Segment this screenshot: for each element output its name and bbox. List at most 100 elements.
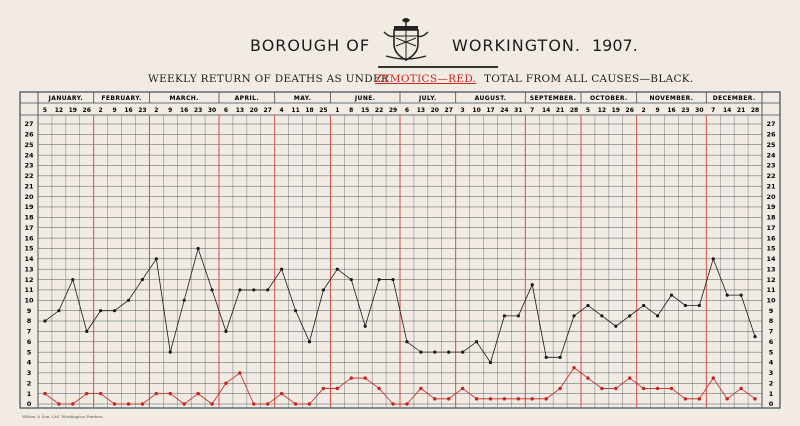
month-label: NOVEMBER. bbox=[650, 95, 694, 102]
month-label: MAY. bbox=[294, 95, 311, 102]
zymotic-data-point bbox=[586, 376, 590, 380]
total-data-point bbox=[642, 303, 646, 308]
week-day-label: 2 bbox=[154, 107, 158, 114]
total-data-point bbox=[238, 288, 242, 292]
title-left: BOROUGH OF bbox=[250, 36, 371, 55]
y-tick-label-left: 23 bbox=[24, 162, 33, 170]
total-data-point bbox=[391, 277, 395, 282]
zymotic-data-point bbox=[502, 397, 507, 401]
week-day-label: 23 bbox=[681, 107, 689, 114]
zymotic-data-point bbox=[474, 397, 479, 401]
week-day-label: 8 bbox=[349, 107, 353, 114]
month-label: MARCH. bbox=[170, 95, 199, 102]
zymotic-data-point bbox=[168, 391, 172, 396]
y-tick-label-right: 19 bbox=[766, 203, 776, 211]
y-tick-label-right: 26 bbox=[766, 131, 776, 139]
week-day-label: 9 bbox=[655, 107, 659, 114]
week-day-label: 20 bbox=[431, 107, 439, 114]
zymotic-data-point bbox=[126, 402, 131, 406]
y-tick-label-left: 11 bbox=[24, 286, 34, 294]
zymotic-data-point bbox=[85, 391, 89, 396]
y-tick-label-left: 5 bbox=[27, 348, 32, 356]
total-data-point bbox=[655, 314, 660, 318]
zymotic-data-point bbox=[349, 376, 353, 380]
y-tick-label-left: 24 bbox=[24, 151, 34, 159]
zymotic-data-point bbox=[544, 397, 548, 401]
zymotic-data-point bbox=[405, 402, 409, 406]
zymotic-data-point bbox=[460, 386, 465, 391]
week-day-label: 9 bbox=[168, 107, 172, 114]
zymotic-data-point bbox=[71, 402, 75, 406]
week-day-label: 22 bbox=[375, 107, 383, 114]
total-data-point bbox=[293, 309, 298, 313]
month-label: FEBRUARY. bbox=[101, 95, 141, 102]
y-tick-label-right: 27 bbox=[766, 120, 775, 128]
y-tick-label-left: 3 bbox=[27, 369, 32, 377]
total-data-point bbox=[210, 288, 214, 292]
title-rule bbox=[378, 66, 498, 68]
total-data-point bbox=[474, 340, 479, 344]
zymotic-data-point bbox=[196, 391, 200, 396]
total-data-point bbox=[182, 298, 186, 302]
week-day-label: 19 bbox=[612, 107, 620, 114]
total-data-point bbox=[711, 257, 715, 261]
total-data-point bbox=[433, 350, 437, 354]
month-label: DECEMBER. bbox=[713, 95, 756, 102]
zymotic-data-point bbox=[391, 402, 395, 406]
total-data-point bbox=[154, 257, 158, 261]
total-data-point bbox=[126, 298, 131, 302]
total-data-point bbox=[544, 355, 548, 359]
zymotic-data-point bbox=[628, 376, 632, 380]
zymotic-data-point bbox=[266, 402, 270, 406]
y-tick-label-right: 5 bbox=[769, 348, 774, 356]
total-data-point bbox=[697, 303, 701, 308]
y-tick-label-left: 15 bbox=[24, 245, 34, 253]
total-data-point bbox=[280, 267, 284, 271]
zymotic-data-point bbox=[516, 397, 521, 401]
y-tick-label-right: 11 bbox=[766, 286, 776, 294]
zymotic-data-point bbox=[140, 402, 145, 406]
title-year: 1907. bbox=[592, 36, 638, 55]
y-tick-label-right: 4 bbox=[769, 359, 774, 367]
week-day-label: 17 bbox=[486, 107, 494, 114]
total-data-point bbox=[600, 314, 604, 318]
y-tick-label-right: 1 bbox=[769, 390, 774, 398]
week-day-label: 15 bbox=[361, 107, 369, 114]
zymotic-data-point bbox=[572, 366, 576, 370]
week-day-label: 5 bbox=[586, 107, 590, 114]
y-tick-label-left: 19 bbox=[24, 203, 34, 211]
week-day-label: 31 bbox=[514, 107, 522, 114]
week-day-label: 23 bbox=[138, 107, 146, 114]
y-tick-label-right: 2 bbox=[769, 379, 774, 387]
y-tick-label-right: 14 bbox=[766, 255, 776, 263]
zymotic-data-point bbox=[753, 397, 757, 401]
week-day-label: 9 bbox=[112, 107, 116, 114]
y-tick-label-left: 13 bbox=[24, 265, 33, 273]
month-label: JUNE. bbox=[354, 95, 376, 102]
total-data-point bbox=[753, 334, 757, 339]
total-data-point bbox=[530, 283, 534, 287]
zymotic-data-point bbox=[614, 386, 618, 391]
legend-total: TOTAL FROM ALL CAUSES—BLACK. bbox=[484, 73, 694, 85]
week-day-label: 5 bbox=[43, 107, 47, 114]
zymotic-data-point bbox=[252, 402, 256, 406]
week-day-label: 12 bbox=[598, 107, 606, 114]
y-tick-label-left: 22 bbox=[24, 172, 33, 180]
y-tick-label-right: 18 bbox=[766, 214, 776, 222]
total-data-point bbox=[669, 293, 674, 297]
total-data-point bbox=[363, 324, 367, 328]
zymotic-data-point bbox=[377, 386, 381, 391]
week-day-label: 23 bbox=[194, 107, 202, 114]
total-data-point bbox=[419, 350, 423, 354]
week-day-label: 4 bbox=[280, 107, 284, 114]
total-data-point bbox=[628, 314, 632, 318]
zymotic-data-point bbox=[739, 386, 743, 391]
week-day-label: 25 bbox=[319, 107, 327, 114]
total-data-point bbox=[502, 314, 507, 318]
y-tick-label-left: 26 bbox=[24, 131, 34, 139]
week-day-label: 6 bbox=[405, 107, 409, 114]
week-day-label: 20 bbox=[250, 107, 258, 114]
zymotic-data-point bbox=[112, 402, 117, 406]
month-label: SEPTEMBER. bbox=[530, 95, 577, 102]
total-data-point bbox=[99, 309, 103, 313]
